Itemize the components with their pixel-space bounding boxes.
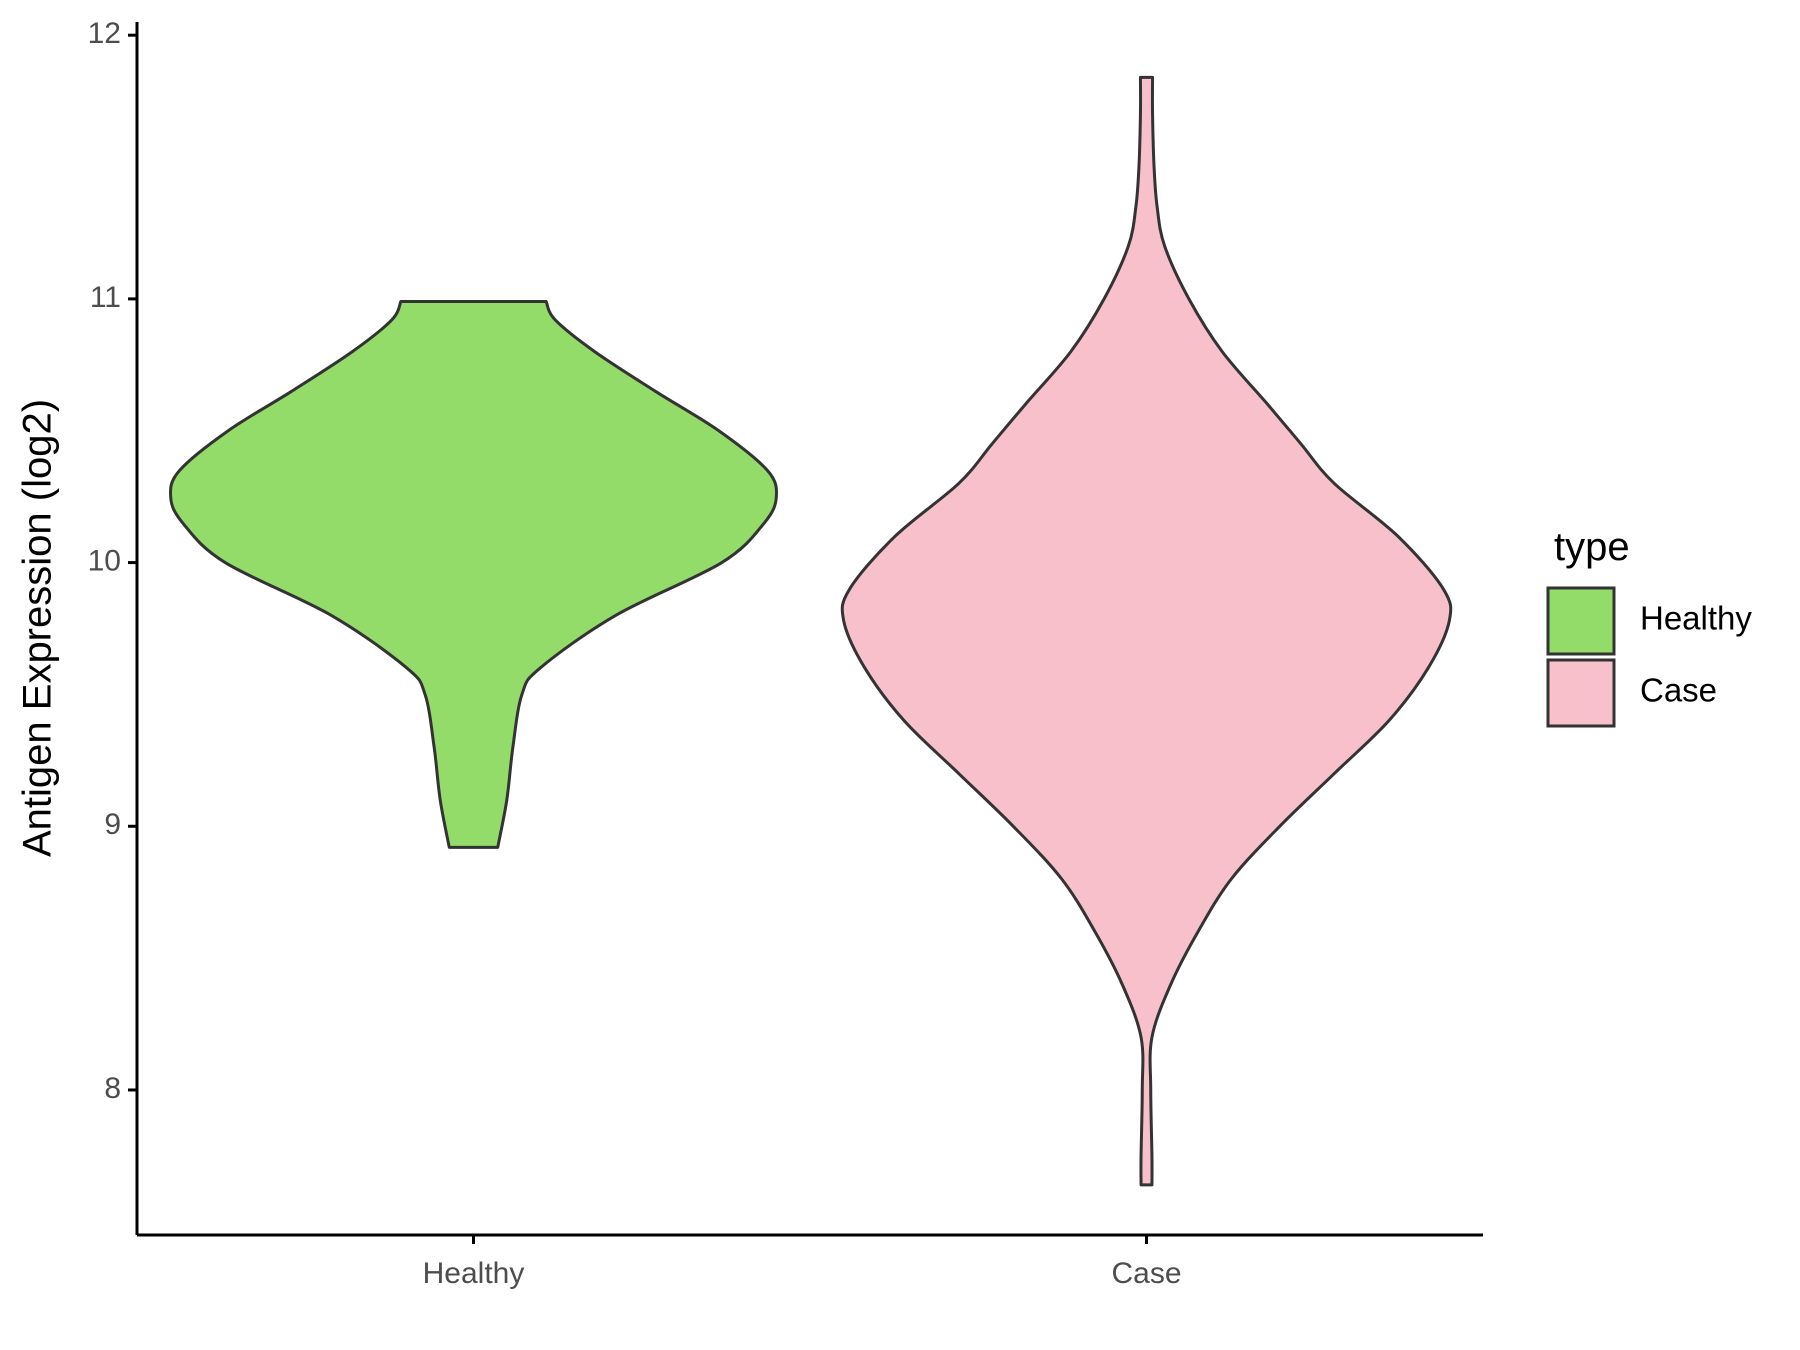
y-tick-label: 10 <box>88 544 121 577</box>
y-tick-label: 12 <box>88 17 121 50</box>
violin-healthy <box>169 300 778 849</box>
violin-case <box>840 75 1453 1187</box>
legend-title: type <box>1554 525 1630 569</box>
x-axis-ticks: Healthy Case <box>423 1235 1182 1290</box>
violin-layer <box>169 75 1453 1187</box>
y-tick-label: 9 <box>104 808 121 841</box>
legend-label-case: Case <box>1640 672 1717 709</box>
legend-items: Healthy Case <box>1546 586 1752 728</box>
legend: type Healthy Case <box>1546 525 1752 728</box>
x-tick-label: Healthy <box>423 1257 525 1290</box>
legend-swatch-case <box>1546 658 1616 728</box>
y-tick-label: 8 <box>104 1072 121 1105</box>
legend-swatch-healthy <box>1546 586 1616 656</box>
x-tick-label: Case <box>1111 1257 1181 1290</box>
y-axis-title: Antigen Expression (log2) <box>16 399 60 857</box>
y-tick-label: 11 <box>90 281 121 314</box>
legend-label-healthy: Healthy <box>1640 600 1752 637</box>
y-axis-ticks: 8 9 10 11 12 <box>88 17 137 1105</box>
